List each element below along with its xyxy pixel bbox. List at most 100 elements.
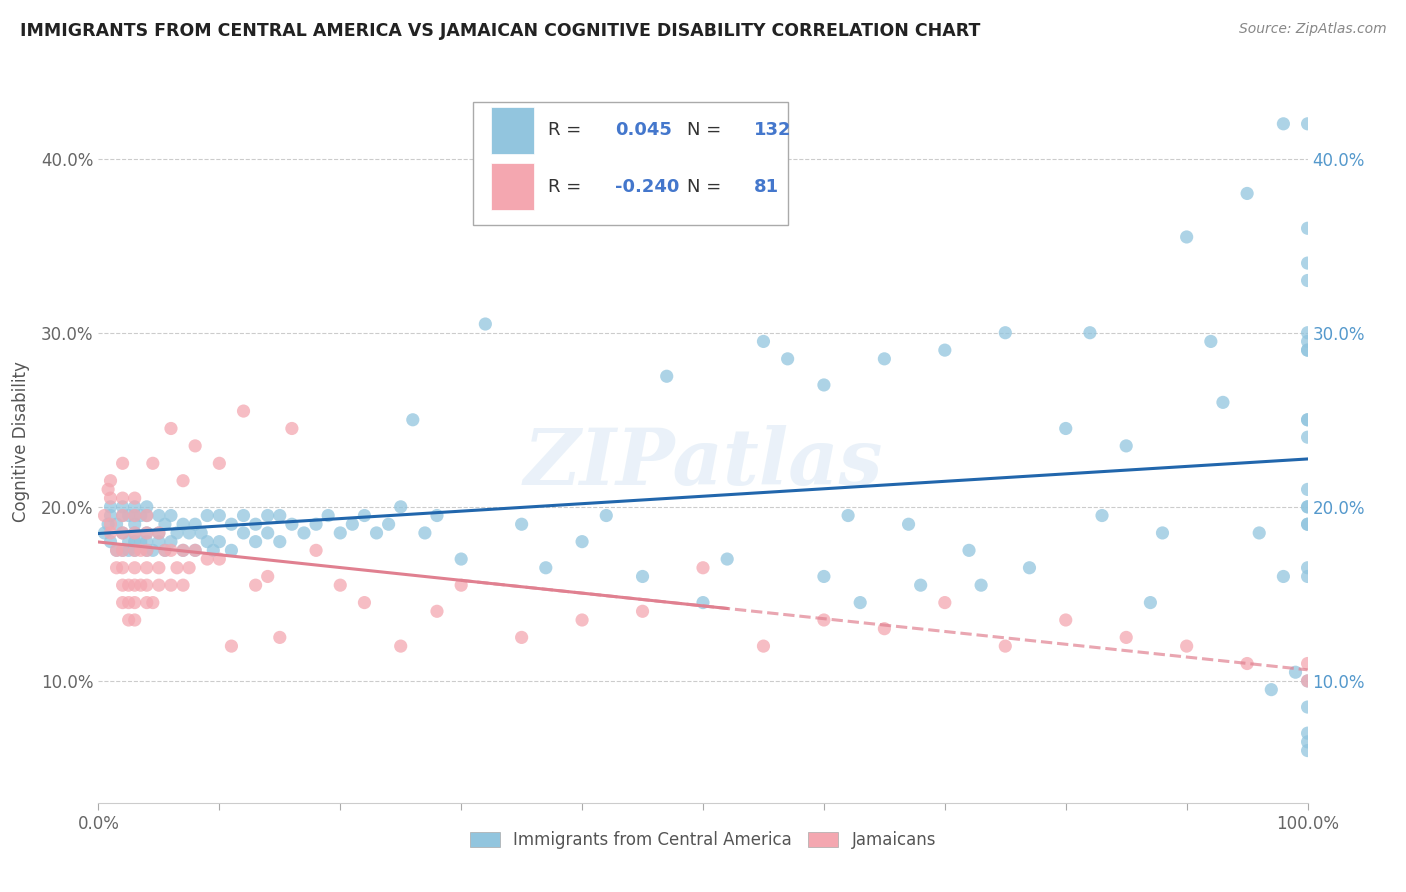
Point [160, 421, 183, 435]
Point [124, 500, 146, 514]
Point [148, 561, 170, 575]
Point [184, 543, 207, 558]
Text: 81: 81 [754, 178, 779, 195]
Point [111, 525, 134, 540]
Point [1139, 596, 1161, 610]
Point [329, 525, 352, 540]
Point [124, 491, 146, 505]
Point [1296, 673, 1319, 688]
Point [256, 569, 278, 583]
Point [970, 578, 993, 592]
Point [692, 561, 714, 575]
Point [305, 543, 328, 558]
Point [571, 534, 593, 549]
Point [1296, 326, 1319, 340]
Point [994, 639, 1017, 653]
Point [245, 578, 267, 592]
Point [135, 578, 157, 592]
Point [208, 456, 231, 470]
Point [208, 552, 231, 566]
Point [118, 534, 141, 549]
Point [1296, 657, 1319, 671]
Point [124, 543, 146, 558]
Point [135, 525, 157, 540]
Point [1296, 517, 1319, 532]
Point [413, 525, 436, 540]
Point [353, 596, 375, 610]
Point [135, 525, 157, 540]
Point [100, 508, 122, 523]
Point [1296, 569, 1319, 583]
Point [172, 543, 194, 558]
Point [124, 517, 146, 532]
Point [195, 508, 218, 523]
Point [934, 596, 956, 610]
Point [1296, 334, 1319, 349]
Point [245, 534, 267, 549]
Point [111, 561, 134, 575]
Point [129, 543, 152, 558]
Point [184, 439, 207, 453]
Point [269, 534, 291, 549]
Point [1296, 561, 1319, 575]
Point [221, 543, 243, 558]
FancyBboxPatch shape [492, 106, 534, 153]
Point [1175, 230, 1198, 244]
Point [1272, 569, 1295, 583]
Point [208, 508, 231, 523]
Point [135, 543, 157, 558]
Point [1249, 525, 1271, 540]
Point [111, 456, 134, 470]
Point [97, 517, 120, 532]
Point [93, 508, 115, 523]
Point [256, 525, 278, 540]
Point [1296, 430, 1319, 444]
Point [316, 508, 339, 523]
Point [208, 534, 231, 549]
Point [135, 534, 157, 549]
Text: 0.045: 0.045 [614, 121, 672, 139]
Point [1115, 439, 1137, 453]
Point [692, 596, 714, 610]
Point [957, 543, 980, 558]
Point [1296, 743, 1319, 757]
Point [105, 543, 128, 558]
Point [1212, 395, 1234, 409]
Point [1296, 413, 1319, 427]
Point [184, 517, 207, 532]
Point [148, 578, 170, 592]
Point [292, 525, 315, 540]
Point [402, 413, 425, 427]
Point [873, 622, 896, 636]
Point [135, 596, 157, 610]
Text: R =: R = [548, 178, 582, 195]
Point [1054, 613, 1077, 627]
Point [994, 326, 1017, 340]
Text: IMMIGRANTS FROM CENTRAL AMERICA VS JAMAICAN COGNITIVE DISABILITY CORRELATION CHA: IMMIGRANTS FROM CENTRAL AMERICA VS JAMAI… [20, 22, 980, 40]
Point [124, 613, 146, 627]
Point [129, 578, 152, 592]
Point [124, 525, 146, 540]
Point [118, 543, 141, 558]
Point [124, 508, 146, 523]
Point [160, 508, 183, 523]
Point [389, 500, 412, 514]
Point [450, 552, 472, 566]
Text: ZIPatlas: ZIPatlas [523, 425, 883, 501]
Point [172, 578, 194, 592]
Point [534, 561, 557, 575]
Y-axis label: Cognitive Disability: Cognitive Disability [11, 361, 30, 522]
Point [1296, 256, 1319, 270]
Point [148, 525, 170, 540]
Text: N =: N = [688, 178, 721, 195]
Point [1078, 326, 1101, 340]
Text: Source: ZipAtlas.com: Source: ZipAtlas.com [1239, 22, 1386, 37]
Point [111, 543, 134, 558]
Point [281, 421, 304, 435]
Point [1296, 500, 1319, 514]
Point [813, 569, 835, 583]
Point [105, 561, 128, 575]
Point [111, 491, 134, 505]
Point [752, 639, 775, 653]
Point [655, 369, 678, 384]
